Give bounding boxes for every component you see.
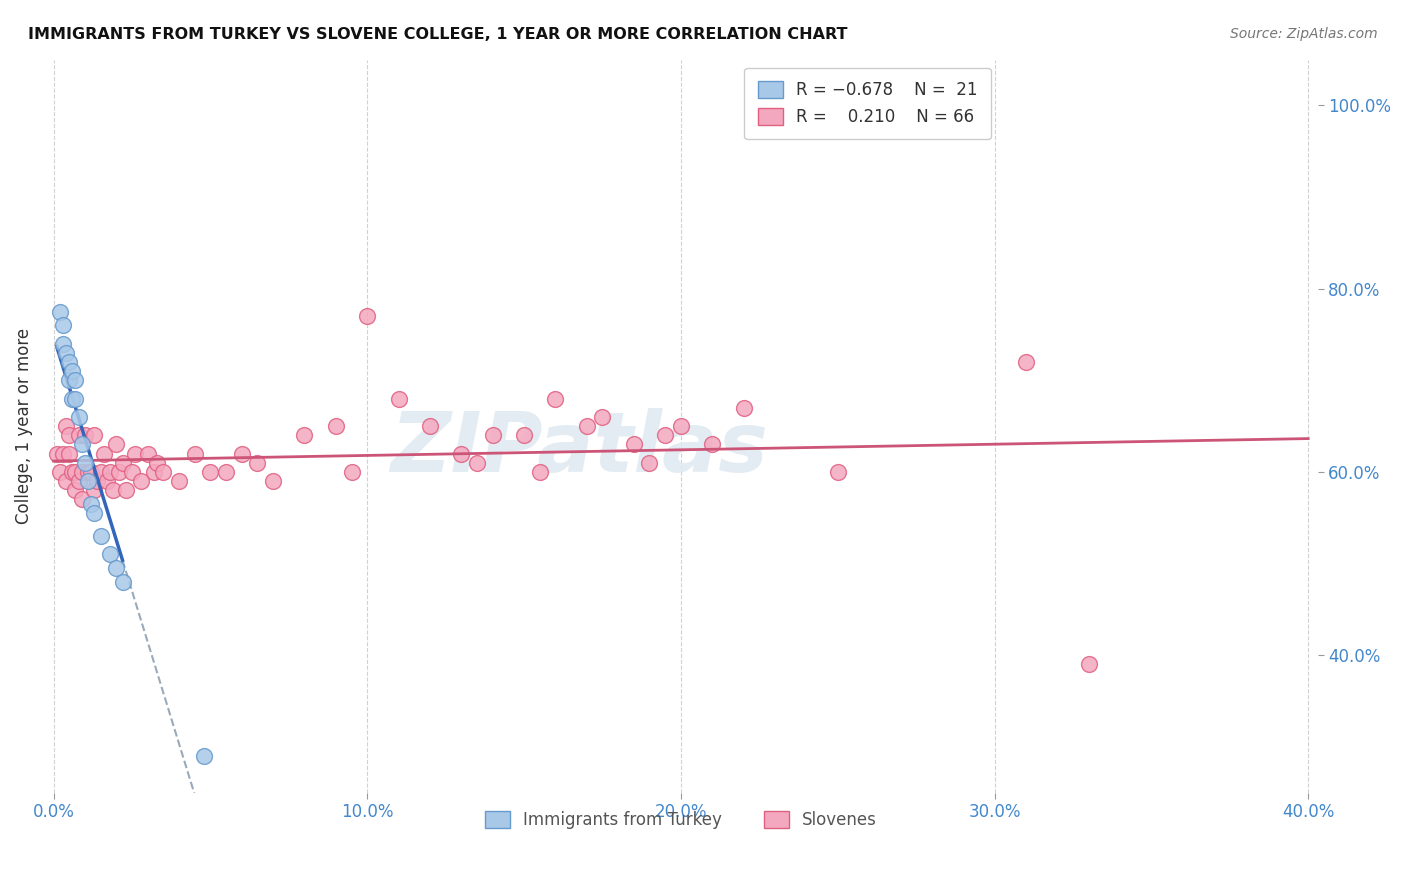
Point — [591, 409, 613, 424]
Point — [111, 456, 134, 470]
Point — [105, 561, 128, 575]
Point — [193, 749, 215, 764]
Point — [246, 456, 269, 470]
Y-axis label: College, 1 year or more: College, 1 year or more — [15, 328, 32, 524]
Point — [131, 474, 153, 488]
Point — [513, 428, 536, 442]
Point — [52, 336, 75, 351]
Point — [65, 483, 87, 498]
Point — [136, 447, 159, 461]
Point — [60, 364, 83, 378]
Point — [356, 309, 378, 323]
Point — [733, 401, 755, 415]
Point — [200, 465, 222, 479]
Point — [70, 465, 93, 479]
Point — [419, 419, 441, 434]
Point — [90, 529, 112, 543]
Point — [60, 392, 83, 406]
Point — [325, 419, 347, 434]
Point — [105, 437, 128, 451]
Point — [65, 465, 87, 479]
Point — [45, 447, 67, 461]
Point — [669, 419, 692, 434]
Point — [262, 474, 284, 488]
Point — [96, 474, 118, 488]
Point — [67, 409, 90, 424]
Point — [108, 465, 131, 479]
Point — [544, 392, 567, 406]
Point — [98, 548, 121, 562]
Point — [450, 447, 472, 461]
Point — [340, 465, 363, 479]
Point — [73, 456, 96, 470]
Point — [83, 483, 105, 498]
Point — [152, 465, 174, 479]
Point — [387, 392, 409, 406]
Point — [77, 474, 100, 488]
Point — [65, 392, 87, 406]
Point — [80, 497, 103, 511]
Text: IMMIGRANTS FROM TURKEY VS SLOVENE COLLEGE, 1 YEAR OR MORE CORRELATION CHART: IMMIGRANTS FROM TURKEY VS SLOVENE COLLEG… — [28, 27, 848, 42]
Point — [49, 304, 72, 318]
Point — [83, 428, 105, 442]
Point — [529, 465, 551, 479]
Point — [827, 465, 849, 479]
Point — [55, 419, 77, 434]
Point — [86, 474, 108, 488]
Point — [77, 465, 100, 479]
Point — [58, 447, 80, 461]
Point — [575, 419, 598, 434]
Point — [55, 346, 77, 360]
Point — [623, 437, 645, 451]
Point — [52, 447, 75, 461]
Point — [70, 492, 93, 507]
Point — [146, 456, 169, 470]
Point — [167, 474, 190, 488]
Point — [1077, 657, 1099, 672]
Point — [98, 465, 121, 479]
Point — [294, 428, 316, 442]
Point — [52, 318, 75, 333]
Legend: Immigrants from Turkey, Slovenes: Immigrants from Turkey, Slovenes — [478, 804, 883, 836]
Point — [481, 428, 503, 442]
Point — [58, 355, 80, 369]
Point — [55, 474, 77, 488]
Point — [67, 474, 90, 488]
Point — [67, 428, 90, 442]
Point — [49, 465, 72, 479]
Point — [83, 506, 105, 520]
Point — [121, 465, 143, 479]
Text: Source: ZipAtlas.com: Source: ZipAtlas.com — [1230, 27, 1378, 41]
Point — [124, 447, 146, 461]
Point — [654, 428, 676, 442]
Point — [73, 428, 96, 442]
Point — [93, 447, 115, 461]
Point — [114, 483, 136, 498]
Point — [638, 456, 661, 470]
Point — [90, 465, 112, 479]
Point — [702, 437, 724, 451]
Point — [1015, 355, 1038, 369]
Point — [183, 447, 205, 461]
Point — [58, 373, 80, 387]
Point — [231, 447, 253, 461]
Point — [65, 373, 87, 387]
Point — [215, 465, 238, 479]
Point — [60, 465, 83, 479]
Point — [465, 456, 488, 470]
Point — [111, 574, 134, 589]
Point — [101, 483, 124, 498]
Point — [142, 465, 165, 479]
Point — [80, 465, 103, 479]
Text: ZIPatlas: ZIPatlas — [389, 408, 768, 489]
Point — [58, 428, 80, 442]
Point — [70, 437, 93, 451]
